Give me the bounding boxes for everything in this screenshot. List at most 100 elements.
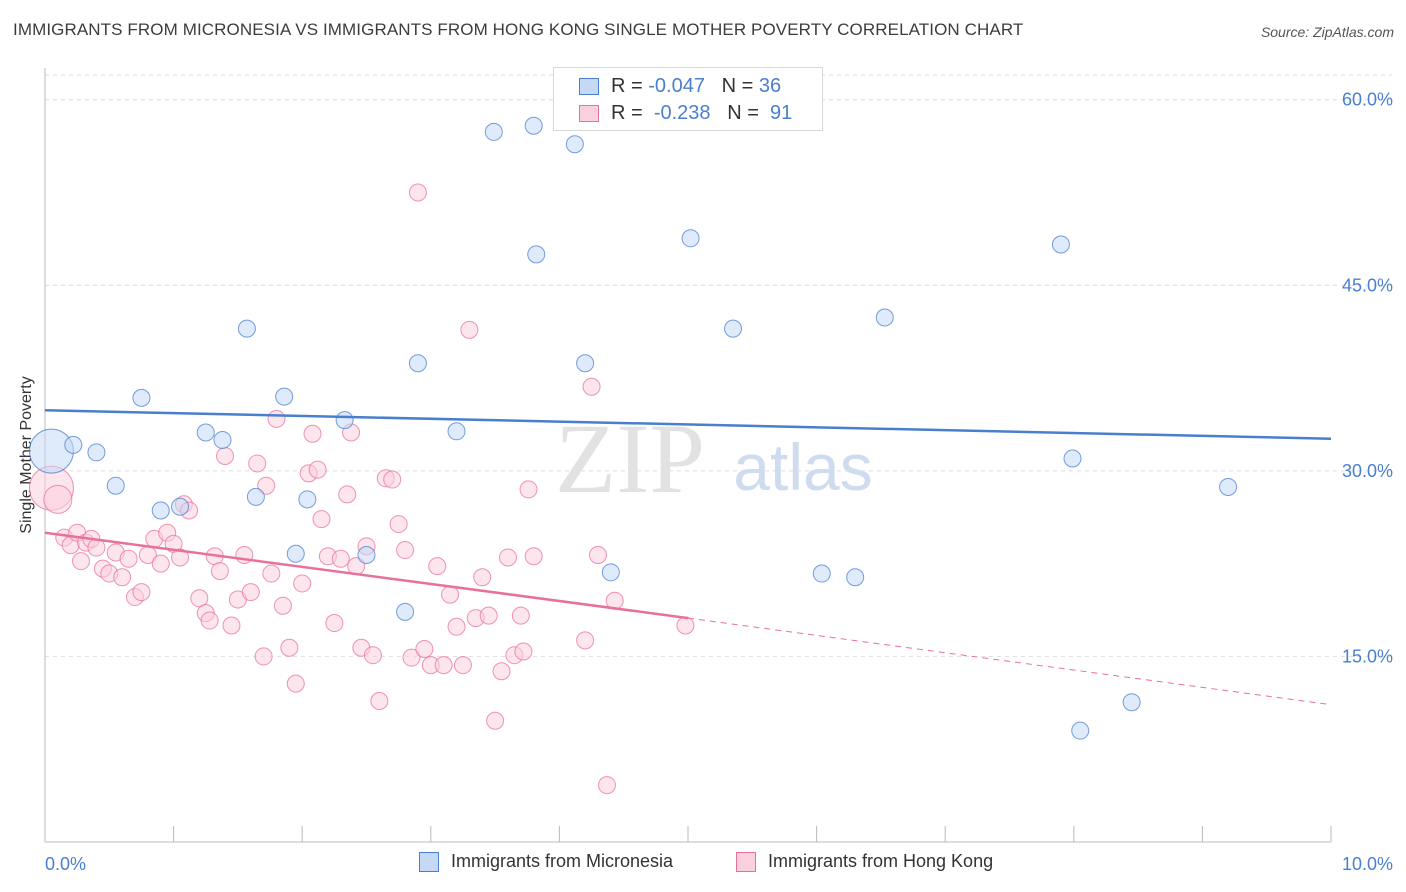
micronesia-point [298, 490, 317, 509]
hong-kong-point [383, 470, 402, 489]
hong-kong-point [597, 776, 616, 795]
hong-kong-trend-line [44, 531, 689, 620]
micronesia-point [681, 229, 700, 248]
micronesia-point [1219, 477, 1238, 496]
hong-kong-point [43, 484, 73, 514]
y-tick-label: 30.0% [1342, 461, 1393, 481]
hong-kong-point [248, 454, 267, 473]
n-label: N = [721, 74, 754, 97]
hong-kong-point [241, 583, 260, 602]
micronesia-point [357, 545, 376, 564]
hong-kong-trend-extension [687, 617, 1332, 706]
hong-kong-point [325, 614, 344, 633]
hong-kong-point [312, 510, 331, 529]
hong-kong-point [132, 583, 151, 602]
hong-kong-point [473, 568, 492, 587]
hong-kong-point [582, 377, 601, 396]
hong-kong-point [273, 596, 292, 615]
micronesia-r-value: -0.047 [648, 74, 705, 97]
trend-lines [44, 409, 1332, 706]
y-tick-label: 45.0% [1342, 275, 1393, 295]
hong-kong-point [524, 547, 543, 566]
r-label: R = [611, 74, 643, 97]
hong-kong-point [308, 460, 327, 479]
hong-kong-r-value: -0.238 [653, 101, 711, 124]
hong-kong-point [441, 585, 460, 604]
watermark-zip: ZIP [555, 403, 705, 514]
micronesia-point [275, 387, 294, 406]
hong-kong-point [222, 616, 241, 635]
hong-kong-point [338, 485, 357, 504]
hong-kong-point [262, 564, 281, 583]
hong-kong-point [210, 562, 229, 581]
micronesia-point [237, 319, 256, 338]
hong-kong-point [588, 545, 607, 564]
hong-kong-point [453, 656, 472, 675]
hong-kong-point [87, 538, 106, 557]
legend-row-hong-kong: R = -0.238 N = 91 [579, 101, 792, 125]
chart-title: IMMIGRANTS FROM MICRONESIA VS IMMIGRANTS… [13, 20, 1024, 39]
micronesia-point [484, 122, 503, 141]
bottom-legend-micronesia: Immigrants from Micronesia [419, 851, 673, 872]
micronesia-point [524, 116, 543, 135]
hong-kong-point [119, 549, 138, 568]
hong-kong-point [498, 548, 517, 567]
hong-kong-point [303, 424, 322, 443]
micronesia-point [1051, 235, 1070, 254]
micronesia-point [408, 354, 427, 373]
tick-labels: 15.0% 30.0% 45.0% 60.0% 0.0% 10.0% [45, 90, 1393, 874]
hong-kong-point [486, 711, 505, 730]
hong-kong-point [428, 557, 447, 576]
hong-kong-points [28, 183, 695, 795]
watermark: ZIP atlas [555, 403, 873, 514]
micronesia-point [875, 308, 894, 327]
hong-kong-point [576, 631, 595, 650]
micronesia-point [335, 411, 354, 430]
hong-kong-point [408, 183, 427, 202]
micronesia-point [601, 563, 620, 582]
hong-kong-point [389, 515, 408, 534]
correlation-legend: R = -0.047 N = 36 R = -0.238 N = 91 [553, 67, 823, 131]
hong-kong-point [293, 574, 312, 593]
hong-kong-point [676, 616, 695, 635]
hong-kong-point [415, 640, 434, 659]
bottom-legend-hong-kong: Immigrants from Hong Kong [736, 851, 993, 872]
micronesia-point [246, 487, 265, 506]
hong-kong-point [113, 568, 132, 587]
watermark-atlas: atlas [733, 430, 872, 504]
micronesia-point [447, 422, 466, 441]
hong-kong-point [363, 646, 382, 665]
hong-kong-point [267, 409, 286, 428]
hong-kong-point [72, 552, 91, 571]
hong-kong-point [200, 611, 219, 630]
x-tick-label-min: 0.0% [45, 854, 86, 874]
micronesia-point [64, 435, 83, 454]
micronesia-point [106, 476, 125, 495]
hong-kong-legend-label: Immigrants from Hong Kong [768, 851, 994, 871]
hong-kong-point [370, 691, 389, 710]
hong-kong-point [396, 541, 415, 560]
hong-kong-swatch [579, 104, 599, 122]
hong-kong-n-value: 91 [770, 101, 793, 124]
micronesia-point [724, 319, 743, 338]
micronesia-point [1071, 721, 1090, 740]
micronesia-swatch [579, 77, 599, 95]
legend-row-micronesia: R = -0.047 N = 36 [579, 74, 781, 98]
hong-kong-point [216, 447, 235, 466]
hong-kong-point [402, 648, 421, 667]
hong-kong-point [257, 476, 276, 495]
r-label: R = [611, 101, 643, 124]
hong-kong-point [460, 320, 479, 339]
hong-kong-point [280, 638, 299, 657]
n-label: N = [727, 101, 759, 124]
hong-kong-point [514, 642, 533, 661]
hong-kong-point [331, 549, 350, 568]
hong-kong-legend-swatch [736, 851, 756, 872]
micronesia-n-value: 36 [758, 74, 782, 97]
micronesia-point [396, 602, 415, 621]
micronesia-point [576, 354, 595, 373]
micronesia-point [565, 135, 584, 154]
hong-kong-point [190, 589, 209, 608]
hong-kong-point [511, 606, 530, 625]
